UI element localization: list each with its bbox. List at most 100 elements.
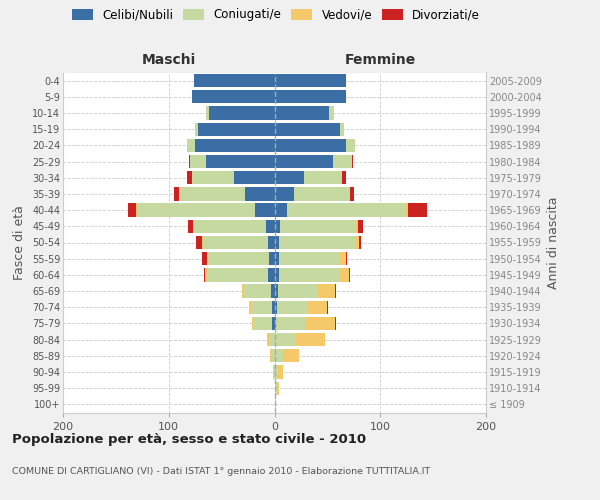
Bar	[359, 236, 361, 249]
Bar	[308, 300, 328, 314]
Bar	[277, 300, 308, 314]
Y-axis label: Anni di nascita: Anni di nascita	[547, 196, 560, 288]
Bar	[190, 155, 206, 168]
Bar	[318, 284, 335, 298]
Bar	[269, 333, 275, 346]
Bar	[275, 268, 279, 281]
Bar	[275, 90, 346, 104]
Bar	[203, 236, 268, 249]
Bar	[275, 122, 340, 136]
Bar	[275, 74, 346, 87]
Bar	[346, 252, 347, 266]
Bar	[287, 204, 406, 217]
Bar	[256, 204, 275, 217]
Text: Popolazione per età, sesso e stato civile - 2010: Popolazione per età, sesso e stato civil…	[12, 432, 366, 446]
Bar	[278, 366, 283, 378]
Text: COMUNE DI CARTIGLIANO (VI) - Dati ISTAT 1° gennaio 2010 - Elaborazione TUTTITALI: COMUNE DI CARTIGLIANO (VI) - Dati ISTAT …	[12, 468, 430, 476]
Bar	[358, 220, 364, 233]
Bar	[202, 236, 203, 249]
Bar	[340, 252, 346, 266]
Bar	[199, 122, 275, 136]
Bar	[196, 236, 202, 249]
Bar	[195, 138, 275, 152]
Bar	[275, 171, 304, 184]
Bar	[329, 106, 334, 120]
Bar	[275, 204, 287, 217]
Bar	[242, 284, 244, 298]
Bar	[279, 252, 340, 266]
Bar	[187, 171, 192, 184]
Bar	[271, 349, 275, 362]
Bar	[340, 122, 344, 136]
Bar	[356, 220, 358, 233]
Bar	[194, 220, 266, 233]
Bar	[269, 252, 275, 266]
Bar	[272, 317, 275, 330]
Bar	[209, 106, 275, 120]
Bar	[349, 268, 350, 281]
Text: Femmine: Femmine	[344, 54, 416, 68]
Bar	[270, 349, 271, 362]
Bar	[275, 236, 279, 249]
Bar	[187, 138, 195, 152]
Bar	[355, 236, 359, 249]
Y-axis label: Fasce di età: Fasce di età	[13, 205, 26, 280]
Bar	[206, 155, 275, 168]
Bar	[174, 188, 179, 200]
Bar	[350, 188, 354, 200]
Bar	[305, 317, 335, 330]
Bar	[274, 366, 275, 378]
Text: Maschi: Maschi	[142, 54, 196, 68]
Bar	[205, 268, 207, 281]
Bar	[268, 236, 275, 249]
Bar	[192, 171, 235, 184]
Bar	[207, 252, 208, 266]
Bar	[194, 74, 275, 87]
Bar	[128, 204, 136, 217]
Bar	[244, 284, 271, 298]
Bar	[296, 333, 325, 346]
Bar	[275, 333, 296, 346]
Bar	[271, 284, 275, 298]
Bar	[275, 138, 346, 152]
Bar	[340, 268, 349, 281]
Bar	[275, 317, 305, 330]
Bar	[188, 220, 193, 233]
Bar	[408, 204, 427, 217]
Bar	[352, 155, 353, 168]
Bar	[275, 300, 277, 314]
Bar	[277, 382, 279, 395]
Legend: Celibi/Nubili, Coniugati/e, Vedovi/e, Divorziati/e: Celibi/Nubili, Coniugati/e, Vedovi/e, Di…	[72, 8, 480, 22]
Bar	[275, 155, 332, 168]
Bar	[206, 106, 209, 120]
Bar	[137, 204, 256, 217]
Bar	[279, 236, 355, 249]
Bar	[193, 220, 194, 233]
Bar	[278, 284, 318, 298]
Bar	[335, 317, 336, 330]
Bar	[235, 171, 275, 184]
Bar	[208, 252, 269, 266]
Bar	[179, 188, 245, 200]
Bar	[136, 204, 137, 217]
Bar	[252, 317, 253, 330]
Bar	[335, 284, 336, 298]
Bar	[253, 317, 272, 330]
Bar	[349, 188, 350, 200]
Bar	[202, 252, 207, 266]
Bar	[275, 252, 279, 266]
Bar	[280, 220, 356, 233]
Bar	[275, 188, 293, 200]
Bar	[275, 366, 278, 378]
Bar	[266, 220, 275, 233]
Bar	[275, 349, 283, 362]
Bar	[293, 188, 349, 200]
Bar	[304, 171, 342, 184]
Bar	[249, 300, 251, 314]
Bar	[245, 188, 275, 200]
Bar	[406, 204, 408, 217]
Bar	[251, 300, 272, 314]
Bar	[275, 284, 278, 298]
Bar	[342, 171, 346, 184]
Bar	[268, 268, 275, 281]
